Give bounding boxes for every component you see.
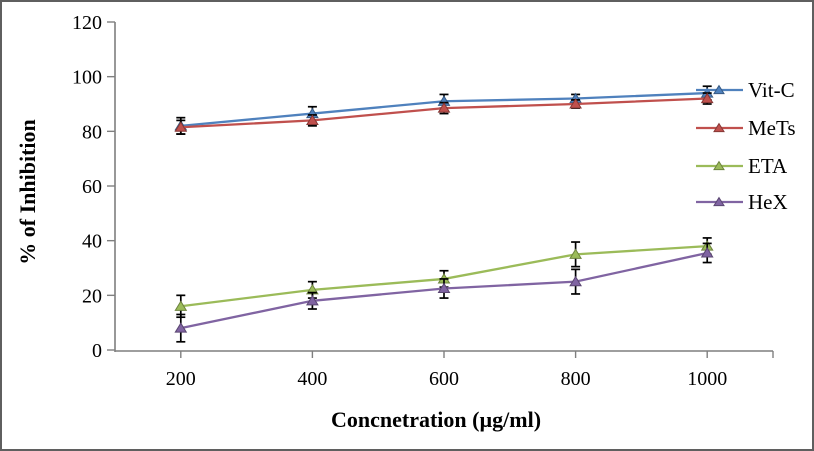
y-tick-label: 0 [92, 340, 102, 362]
legend-label-ETA: ETA [748, 154, 788, 178]
legend-marker-icon [713, 122, 725, 133]
data-point-HeX [437, 282, 451, 294]
data-point-MeTs [174, 121, 188, 132]
data-point-HeX [569, 275, 582, 287]
data-point-MeTs [700, 92, 714, 104]
y-tick-label: 60 [82, 176, 102, 198]
data-point-MeTs [569, 98, 582, 109]
legend-marker-icon [713, 84, 725, 95]
legend-label-MeTs: MeTs [748, 116, 796, 140]
x-axis-title: Concnetration (µg/ml) [331, 407, 541, 432]
plot-area: 0 20 40 60 80 100 120 200 400 600 800 1000 Vit-C MeTs… [72, 12, 796, 390]
data-point-ETA [174, 300, 188, 311]
y-tick-label: 120 [72, 12, 102, 34]
x-tick-label: 600 [429, 368, 459, 390]
x-tick-label: 200 [166, 368, 196, 390]
data-point-MeTs [306, 114, 319, 125]
y-tick-label: 20 [82, 285, 102, 307]
legend-label-HeX: HeX [748, 190, 788, 214]
data-point-HeX [306, 294, 319, 306]
data-point-HeX [700, 247, 714, 258]
x-tick-label: 400 [297, 368, 327, 390]
y-tick-label: 80 [82, 121, 102, 143]
data-point-MeTs [437, 102, 451, 113]
y-tick-label: 40 [82, 231, 102, 253]
legend-marker-icon [713, 196, 725, 207]
data-point-HeX [174, 322, 188, 333]
data-point-ETA [569, 248, 582, 259]
x-tick-label: 800 [561, 368, 591, 390]
y-axis-title: % of Inhibition [15, 119, 40, 265]
legend-label-Vit-C: Vit-C [748, 78, 795, 102]
legend-marker-icon [713, 160, 725, 171]
x-tick-label: 1000 [687, 368, 727, 390]
y-tick-label: 100 [72, 67, 102, 89]
